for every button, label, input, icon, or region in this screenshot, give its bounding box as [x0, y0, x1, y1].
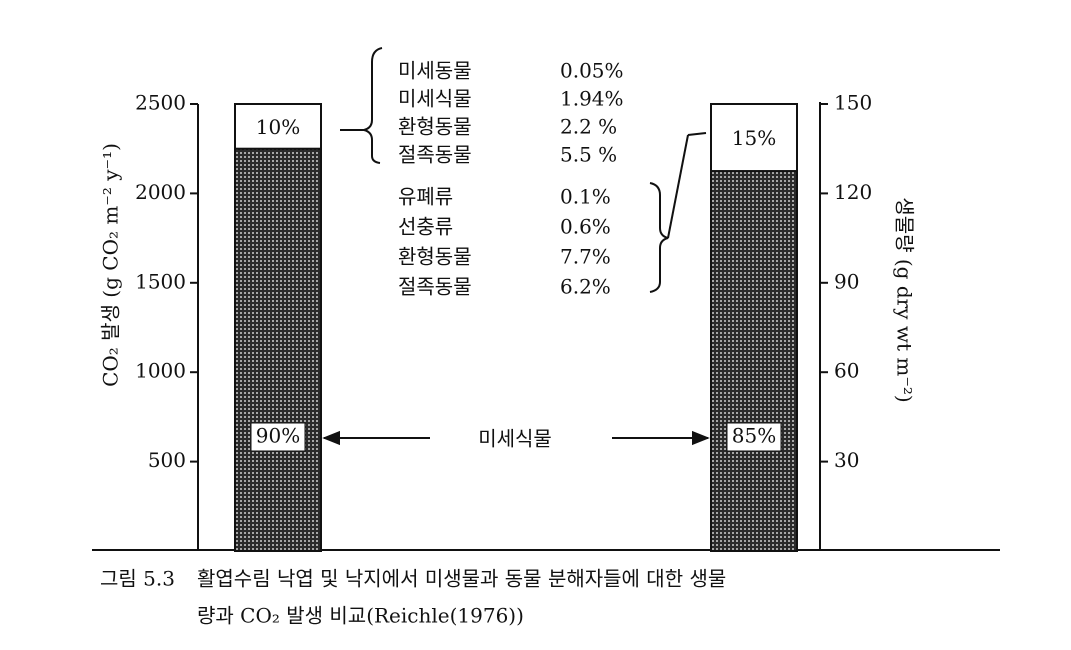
breakdown-value: 0.05%	[560, 59, 624, 83]
bar-segment	[710, 170, 798, 553]
value-label: 10%	[256, 115, 300, 139]
bar-segment	[234, 147, 322, 552]
breakdown-name: 미세동물	[398, 59, 472, 83]
breakdown-value: 6.2%	[560, 275, 611, 299]
y2-axis-label: 생물량 (g dry wt m⁻²)	[893, 197, 917, 402]
y-tick-label: 500	[148, 448, 186, 472]
breakdown-value: 2.2 %	[560, 115, 617, 139]
breakdown-name: 절족동물	[398, 275, 472, 299]
breakdown-name: 환형동물	[398, 115, 472, 139]
breakdown-value: 5.5 %	[560, 143, 617, 167]
breakdown-value: 0.6%	[560, 215, 611, 239]
breakdown-name: 유폐류	[398, 185, 453, 209]
breakdown-value: 7.7%	[560, 245, 611, 269]
y-tick-label: 2000	[135, 180, 186, 204]
breakdown-value: 0.1%	[560, 185, 611, 209]
brace	[649, 182, 669, 293]
y2-tick-label: 90	[834, 269, 859, 293]
y-tick-label: 1500	[135, 269, 186, 293]
bar-segment	[234, 103, 322, 150]
breakdown-name: 선충류	[398, 215, 453, 239]
microflora-label: 미세식물	[478, 427, 552, 451]
breakdown-name: 미세식물	[398, 87, 472, 111]
value-label: 90%	[256, 424, 300, 448]
caption: 량과 CO₂ 발생 비교(Reichle(1976))	[197, 604, 524, 628]
caption-number: 그림 5.3	[100, 567, 175, 591]
y-axis-label: CO₂ 발생 (g CO₂ m⁻² y⁻¹)	[99, 143, 123, 387]
y2-tick-label: 60	[834, 359, 859, 383]
caption: 활엽수림 낙엽 및 낙지에서 미생물과 동물 분해자들에 대한 생물	[197, 567, 726, 591]
value-label: 85%	[732, 424, 776, 448]
bar-segment	[710, 103, 798, 173]
pointer	[687, 132, 707, 136]
breakdown-name: 절족동물	[398, 143, 472, 167]
breakdown-name: 환형동물	[398, 245, 472, 269]
y2-tick-label: 30	[834, 448, 859, 472]
y-tick-label: 1000	[135, 359, 186, 383]
label-box	[250, 422, 306, 452]
label-box	[726, 422, 782, 452]
y2-tick-label: 120	[834, 180, 872, 204]
y-tick-label: 2500	[135, 91, 186, 115]
value-label: 15%	[732, 126, 776, 150]
brace	[363, 47, 383, 164]
y2-tick-label: 150	[834, 91, 872, 115]
breakdown-value: 1.94%	[560, 87, 624, 111]
pointer	[667, 134, 689, 239]
